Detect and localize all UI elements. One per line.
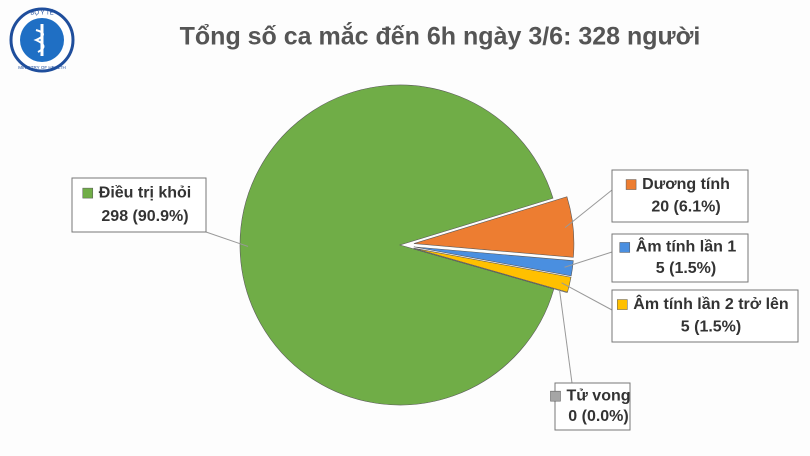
value-label: 5 (1.5%) [681, 319, 741, 336]
label-box [554, 382, 631, 431]
logo: BỘ Y TẾ MINISTRY OF HEALTH [9, 7, 75, 73]
label-box [611, 169, 749, 223]
legend-swatch [625, 179, 637, 190]
legend-swatch [617, 299, 628, 310]
logo-top-text: BỘ Y TẾ [30, 10, 53, 17]
category-label: Điều trị khỏi [99, 184, 191, 201]
legend-swatch [619, 242, 631, 253]
value-label: 20 (6.1%) [651, 199, 720, 216]
category-label: Âm tính lần 2 trở lên [633, 294, 788, 313]
logo-bottom-text: MINISTRY OF HEALTH [18, 65, 66, 70]
leader-line [561, 282, 613, 311]
leader-line [559, 290, 573, 384]
pie-slice [413, 196, 575, 258]
leader-line [205, 231, 249, 247]
label-box [71, 177, 207, 233]
pie-slice [413, 247, 572, 293]
category-label: Âm tính lần 1 [636, 237, 737, 256]
pie-slice [239, 84, 555, 406]
value-label: 0 (0.0%) [568, 408, 628, 425]
logo-snake [33, 29, 45, 53]
value-label: 5 (1.5%) [656, 260, 716, 277]
legend-swatch [550, 390, 561, 402]
label-box [611, 289, 799, 343]
value-label: 298 (90.9%) [101, 208, 188, 225]
label-box [611, 233, 749, 283]
pie-slice [413, 246, 574, 277]
category-label: Dương tính [642, 176, 730, 193]
leader-line [564, 189, 613, 228]
category-label: Tử vong [566, 387, 630, 404]
chart-title: Tổng số ca mắc đến 6h ngày 3/6: 328 ngườ… [180, 21, 701, 51]
legend-swatch [82, 187, 94, 199]
leader-line [564, 251, 613, 268]
